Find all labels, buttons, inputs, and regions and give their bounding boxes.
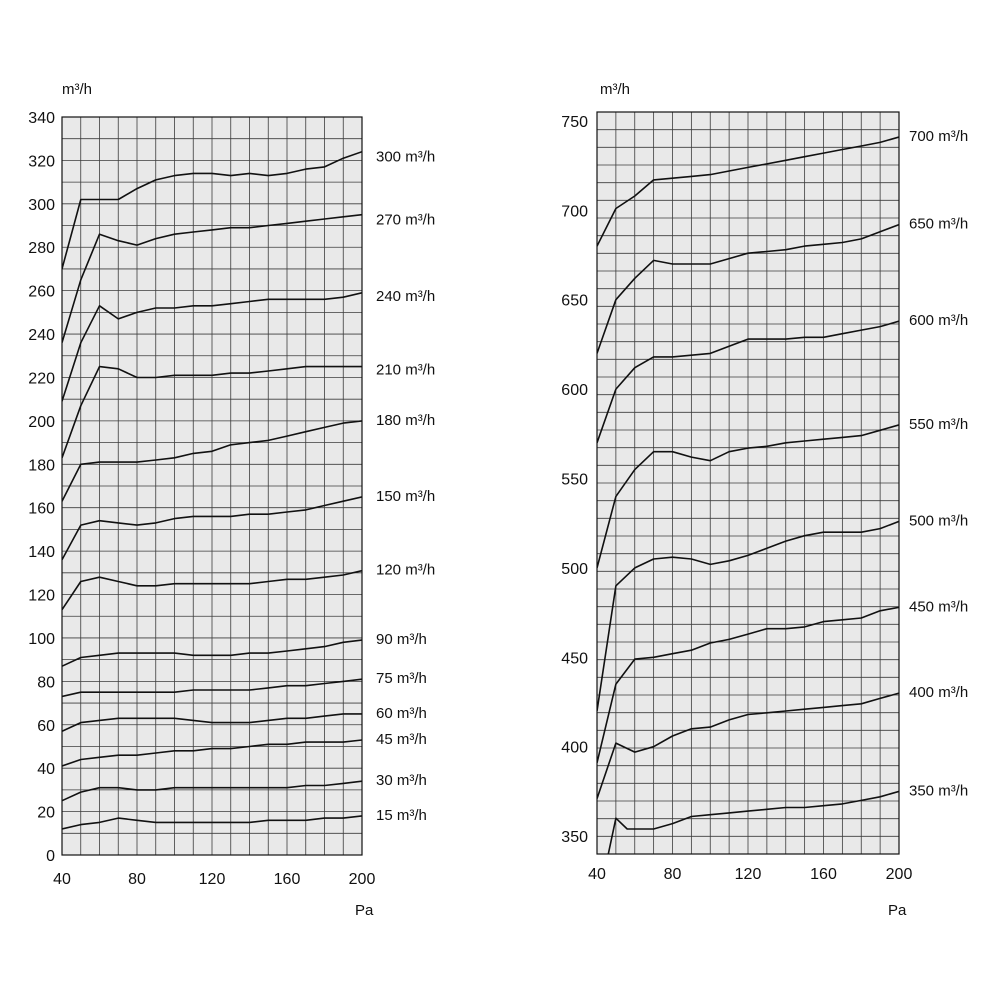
series-line-450 xyxy=(597,606,899,763)
y-tick-label: 80 xyxy=(37,674,55,691)
x-tick-label: 40 xyxy=(588,866,606,883)
y-tick-label: 400 xyxy=(561,740,588,757)
series-label: 90 m³/h xyxy=(376,631,427,648)
y-tick-label: 260 xyxy=(28,284,55,301)
y-tick-label: 500 xyxy=(561,561,588,578)
series-line-350 xyxy=(607,790,899,854)
y-tick-label: 320 xyxy=(28,153,55,170)
series-line-90 xyxy=(62,639,362,667)
x-axis-title: Pa xyxy=(888,902,907,919)
y-tick-label: 60 xyxy=(37,718,55,735)
series-label: 60 m³/h xyxy=(376,705,427,722)
y-tick-label: 220 xyxy=(28,371,55,388)
series-label: 650 m³/h xyxy=(909,216,968,233)
y-tick-label: 200 xyxy=(28,414,55,431)
y-tick-label: 20 xyxy=(37,805,55,822)
series-line-210 xyxy=(62,365,362,459)
series-label: 180 m³/h xyxy=(376,412,435,429)
x-tick-label: 80 xyxy=(664,866,682,883)
series-label: 500 m³/h xyxy=(909,512,968,529)
series-label: 400 m³/h xyxy=(909,684,968,701)
series-line-550 xyxy=(597,424,899,569)
y-tick-label: 100 xyxy=(28,631,55,648)
series-label: 450 m³/h xyxy=(909,598,968,615)
y-tick-label: 650 xyxy=(561,293,588,310)
series-line-270 xyxy=(62,213,362,343)
series-line-600 xyxy=(597,320,899,444)
y-tick-label: 280 xyxy=(28,240,55,257)
x-tick-label: 200 xyxy=(886,866,913,883)
y-tick-label: 300 xyxy=(28,197,55,214)
series-line-45 xyxy=(62,739,362,767)
y-tick-label: 180 xyxy=(28,457,55,474)
y-tick-label: 240 xyxy=(28,327,55,344)
series-label: 350 m³/h xyxy=(909,782,968,799)
series-line-60 xyxy=(62,713,362,733)
series-line-150 xyxy=(62,496,362,561)
x-axis-title: Pa xyxy=(355,902,374,919)
series-label: 15 m³/h xyxy=(376,807,427,824)
series-label: 550 m³/h xyxy=(909,416,968,433)
series-line-400 xyxy=(597,692,899,799)
x-tick-label: 160 xyxy=(810,866,837,883)
x-tick-label: 120 xyxy=(735,866,762,883)
series-line-30 xyxy=(62,780,362,802)
series-label: 210 m³/h xyxy=(376,362,435,379)
y-tick-label: 700 xyxy=(561,203,588,220)
series-label: 600 m³/h xyxy=(909,312,968,329)
series-group xyxy=(62,150,362,830)
y-tick-label: 120 xyxy=(28,588,55,605)
series-line-240 xyxy=(62,292,362,402)
series-label: 120 m³/h xyxy=(376,562,435,579)
y-axis-title: m³/h xyxy=(62,81,92,98)
series-label: 270 m³/h xyxy=(376,212,435,229)
plot-frame xyxy=(61,116,363,856)
series-label: 30 m³/h xyxy=(376,772,427,789)
series-label: 150 m³/h xyxy=(376,488,435,505)
series-group xyxy=(597,136,899,854)
y-tick-label: 40 xyxy=(37,761,55,778)
x-tick-label: 40 xyxy=(53,871,71,888)
chart-panel-left: m³/h Pa 15 m³/h 30 m³/h 45 m³/h 60 m³/h 75 m… xyxy=(28,81,435,919)
y-tick-label: 450 xyxy=(561,650,588,667)
series-line-500 xyxy=(597,520,899,712)
series-label: 240 m³/h xyxy=(376,288,435,305)
x-tick-label: 200 xyxy=(349,871,376,888)
y-tick-label: 0 xyxy=(46,848,55,865)
series-label: 700 m³/h xyxy=(909,128,968,145)
y-tick-label: 550 xyxy=(561,472,588,489)
series-line-300 xyxy=(62,150,362,270)
x-tick-label: 160 xyxy=(274,871,301,888)
x-tick-label: 80 xyxy=(128,871,146,888)
chart-panel-right: m³/h Pa 350 m³/h 400 m³/h 450 m³/h 500 m³/h… xyxy=(561,81,968,919)
y-tick-label: 750 xyxy=(561,114,588,131)
series-line-650 xyxy=(597,223,899,354)
series-line-120 xyxy=(62,569,362,611)
y-tick-label: 600 xyxy=(561,382,588,399)
x-tick-label: 120 xyxy=(199,871,226,888)
y-tick-label: 160 xyxy=(28,501,55,518)
series-line-15 xyxy=(62,815,362,830)
y-tick-label: 340 xyxy=(28,110,55,127)
y-tick-label: 140 xyxy=(28,544,55,561)
series-line-180 xyxy=(62,420,362,502)
y-axis-title: m³/h xyxy=(600,81,630,98)
series-line-75 xyxy=(62,678,362,698)
series-line-700 xyxy=(597,136,899,247)
series-label: 75 m³/h xyxy=(376,670,427,687)
series-label: 45 m³/h xyxy=(376,731,427,748)
y-tick-label: 350 xyxy=(561,829,588,846)
series-label: 300 m³/h xyxy=(376,149,435,166)
plot-frame xyxy=(596,111,900,855)
